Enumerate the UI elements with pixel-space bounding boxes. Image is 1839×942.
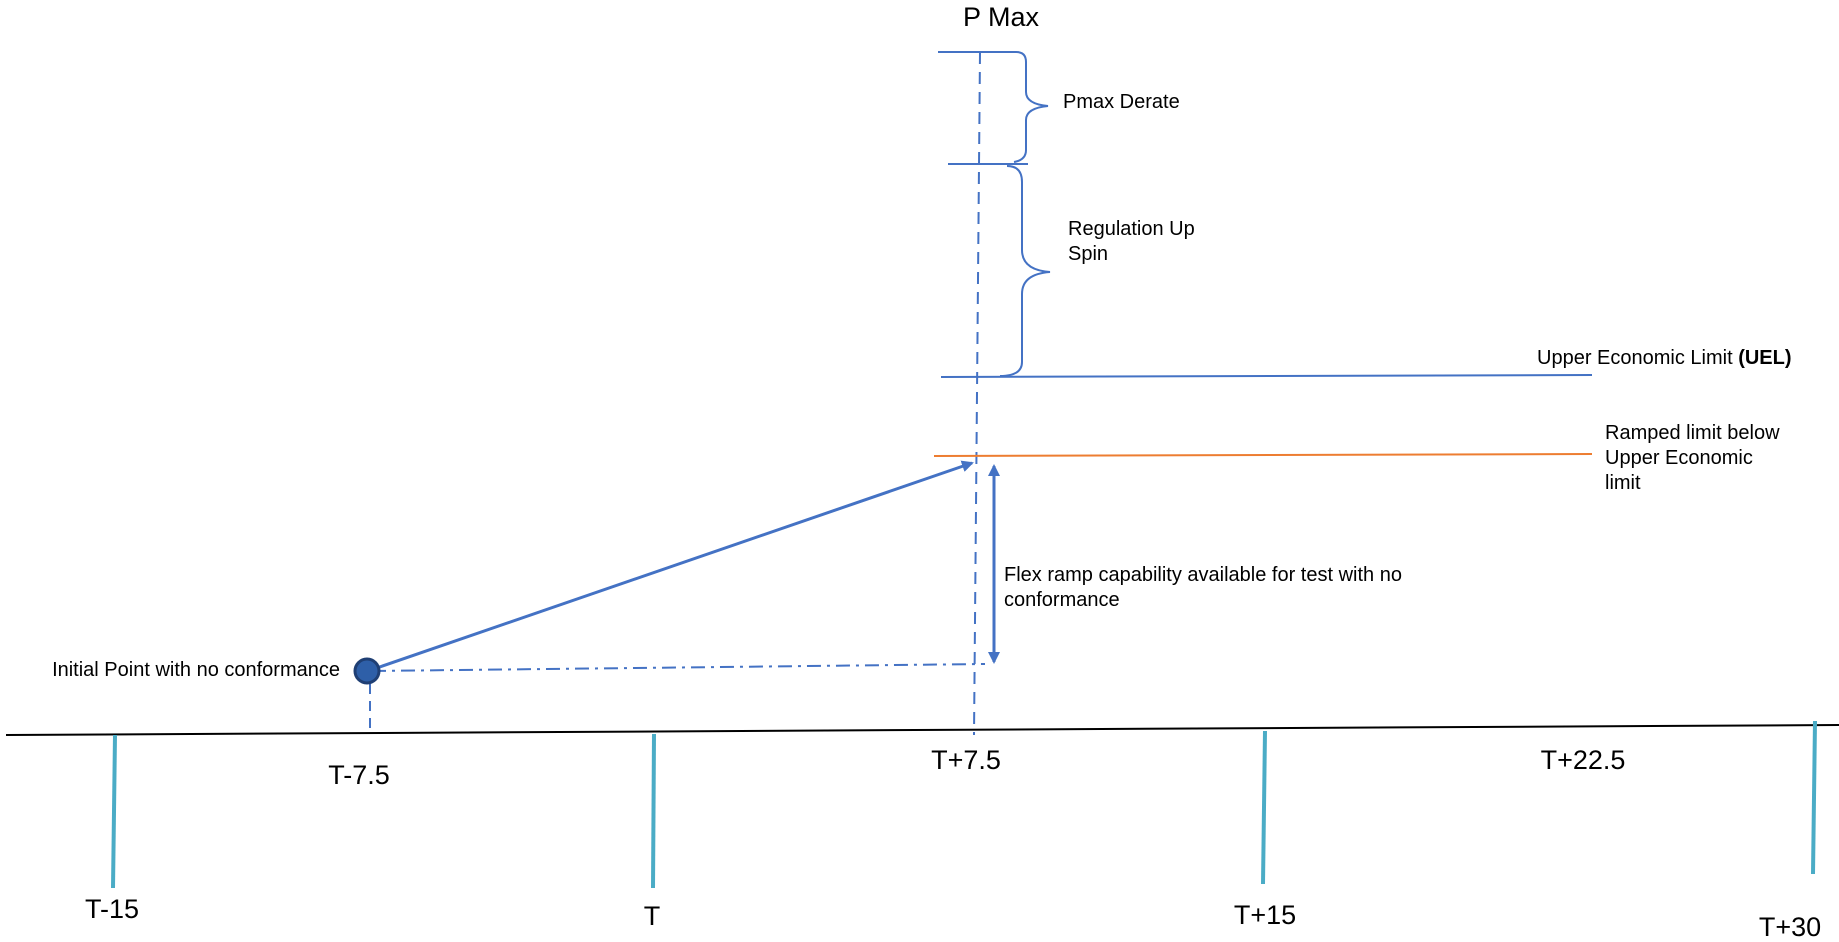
tick-t-plus-15 xyxy=(1261,730,1267,885)
label-t-plus-22-5: T+22.5 xyxy=(1541,745,1626,775)
uel-label-bold: (UEL) xyxy=(1738,347,1791,369)
ramped-limit-label-2: Upper Economic xyxy=(1605,447,1753,469)
pmax-title: P Max xyxy=(963,2,1040,32)
flex-ramp-label-1: Flex ramp capability available for test … xyxy=(1004,564,1402,586)
label-t-minus-7-5: T-7.5 xyxy=(328,760,390,790)
ramped-limit-line xyxy=(933,453,1593,457)
uel-label-text: Upper Economic Limit xyxy=(1537,347,1738,369)
tick-t-minus-15 xyxy=(111,734,117,889)
label-t-plus-30: T+30 xyxy=(1759,912,1821,942)
initial-point-label: Initial Point with no conformance xyxy=(52,659,340,681)
flex-ramp-label-2: conformance xyxy=(1004,589,1120,611)
ramp-arrow xyxy=(367,460,974,673)
initial-point-dash-dot-line xyxy=(371,663,986,672)
uel-line xyxy=(940,374,1593,378)
ramped-limit-label-3: limit xyxy=(1605,472,1641,494)
regulation-up-spin-brace xyxy=(999,165,1051,377)
uel-label: Upper Economic Limit (UEL) xyxy=(1537,347,1792,369)
tick-t xyxy=(651,733,656,889)
initial-point-marker xyxy=(353,657,381,685)
regulation-up-label: Regulation Up xyxy=(1068,218,1195,240)
tick-t-plus-30 xyxy=(1811,720,1817,875)
ramped-limit-label-1: Ramped limit below xyxy=(1605,422,1780,444)
spin-label: Spin xyxy=(1068,243,1108,265)
label-t-plus-15: T+15 xyxy=(1234,900,1296,930)
timeline-axis xyxy=(5,724,1839,736)
label-t-minus-15: T-15 xyxy=(85,894,139,924)
pmax-derate-label: Pmax Derate xyxy=(1063,91,1180,113)
pmax-derate-brace xyxy=(1013,51,1049,163)
label-t: T xyxy=(644,901,661,931)
t-plus-7-5-dashed-line xyxy=(973,51,981,736)
label-t-plus-7-5: T+7.5 xyxy=(931,745,1001,775)
